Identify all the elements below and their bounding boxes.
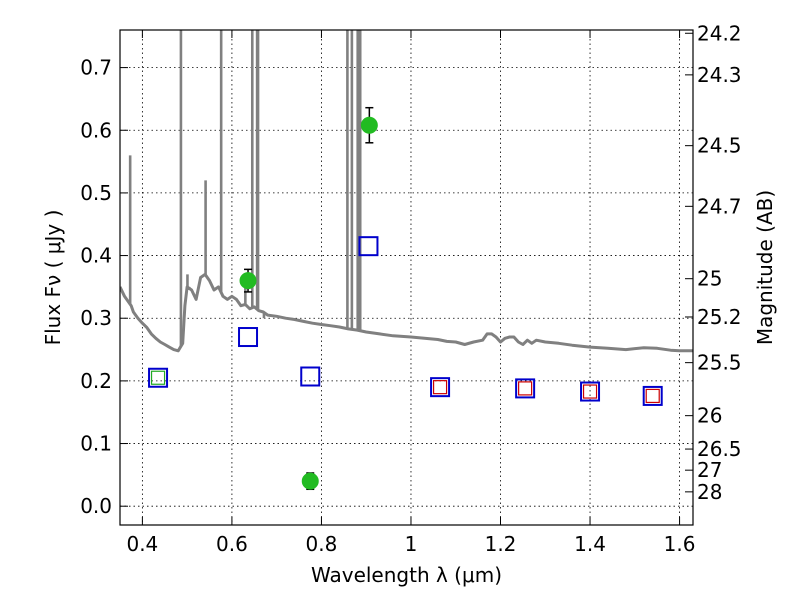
right-tick-label: 24.3: [697, 63, 742, 87]
x-tick-label: 1.2: [485, 532, 517, 556]
y-tick-label: 0.1: [80, 432, 112, 456]
model-photometry-square: [642, 385, 663, 406]
model-photometry-square: [300, 366, 321, 387]
observed-limit-square: [582, 384, 598, 399]
observed-flux-point: [360, 116, 378, 134]
series-layer: [120, 30, 693, 491]
model-photometry-square: [515, 378, 536, 399]
right-tick-label: 25.2: [697, 305, 742, 329]
y-tick-label: 0.3: [80, 306, 112, 330]
x-tick-label: 1: [405, 532, 418, 556]
observed-flux-point: [301, 472, 319, 490]
x-tick-label: 0.4: [126, 532, 158, 556]
observed-flux-point: [239, 272, 257, 290]
plot-frame: [119, 29, 694, 526]
right-tick-label: 26: [697, 404, 722, 428]
ticks-layer: 0.4 0.6 0.8 1 1.2 1.4 1.6 0.0 0.1 0.2 0.3 0.4 0.5 0.6…: [80, 21, 741, 556]
model-photometry-square: [430, 377, 451, 398]
y-axis-label: Flux Fν ( μJy ): [41, 210, 65, 346]
x-tick-label: 1.4: [574, 532, 606, 556]
right-tick-label: 24.7: [697, 194, 742, 218]
y-tick-label: 0.4: [80, 244, 112, 268]
right-tick-label: 27: [697, 458, 722, 482]
y-tick-label: 0.6: [80, 118, 112, 142]
y-tick-label: 0.5: [80, 181, 112, 205]
observed-limit-square: [150, 370, 166, 385]
right-tick-label: 26.5: [697, 437, 742, 461]
right-tick-label: 24.5: [697, 134, 742, 158]
x-tick-label: 1.6: [664, 532, 696, 556]
spectrum-line: [120, 272, 693, 353]
observed-limit-square: [645, 388, 660, 404]
grid-layer: [120, 30, 693, 525]
model-photometry-square: [580, 381, 601, 402]
model-photometry-square: [148, 367, 169, 388]
y-tick-label: 0.0: [80, 494, 112, 518]
right-tick-label: 25.5: [697, 351, 742, 375]
observed-limit-square: [518, 381, 533, 396]
x-axis-label: Wavelength λ (μm): [311, 563, 502, 587]
x-tick-label: 0.8: [306, 532, 338, 556]
model-photometry-square: [238, 327, 259, 348]
observed-limit-square: [432, 380, 448, 395]
x-tick-label: 0.6: [216, 532, 248, 556]
model-photometry-square: [358, 236, 379, 257]
y-tick-label: 0.7: [80, 56, 112, 80]
right-tick-label: 28: [697, 480, 722, 504]
y-tick-label: 0.2: [80, 369, 112, 393]
right-tick-label: 24.2: [697, 21, 742, 45]
right-axis-label: Magnitude (AB): [753, 190, 777, 345]
right-tick-label: 25: [697, 267, 722, 291]
